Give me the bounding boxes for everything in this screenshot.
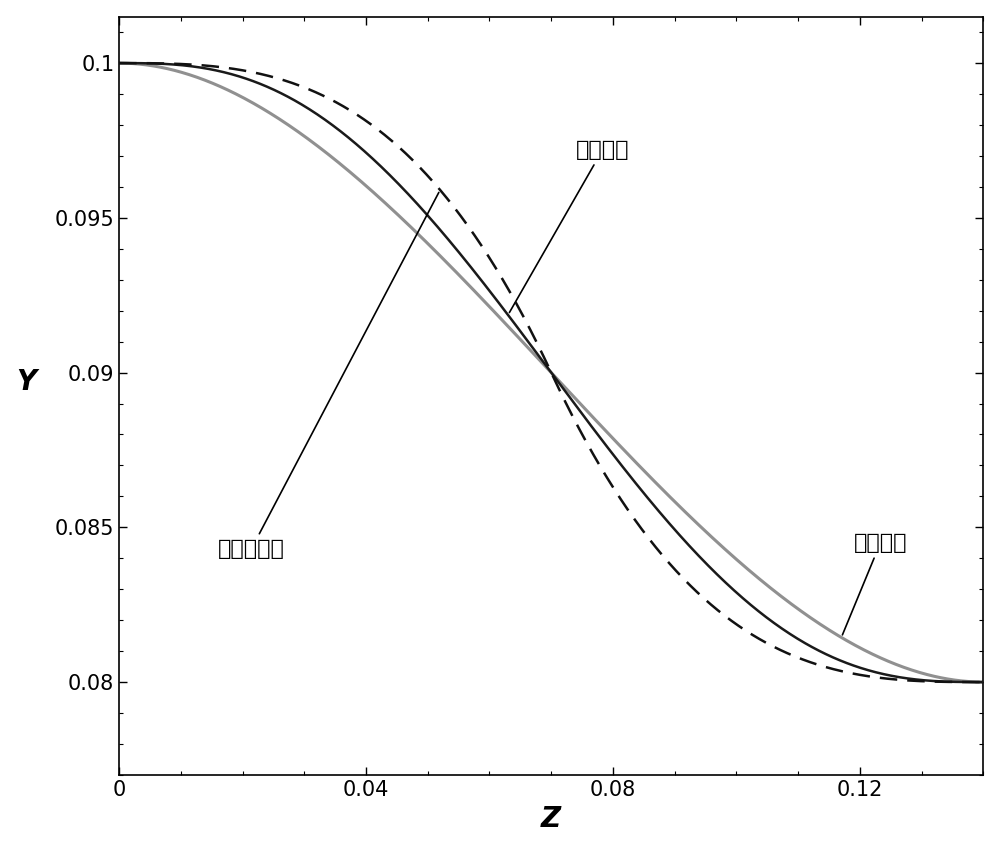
Y-axis label: Y: Y bbox=[17, 368, 37, 396]
Text: 双三次曲线: 双三次曲线 bbox=[218, 192, 439, 559]
Text: 三次曲线: 三次曲线 bbox=[842, 533, 907, 635]
Text: 五次曲线: 五次曲线 bbox=[509, 139, 629, 313]
X-axis label: Z: Z bbox=[541, 805, 561, 833]
